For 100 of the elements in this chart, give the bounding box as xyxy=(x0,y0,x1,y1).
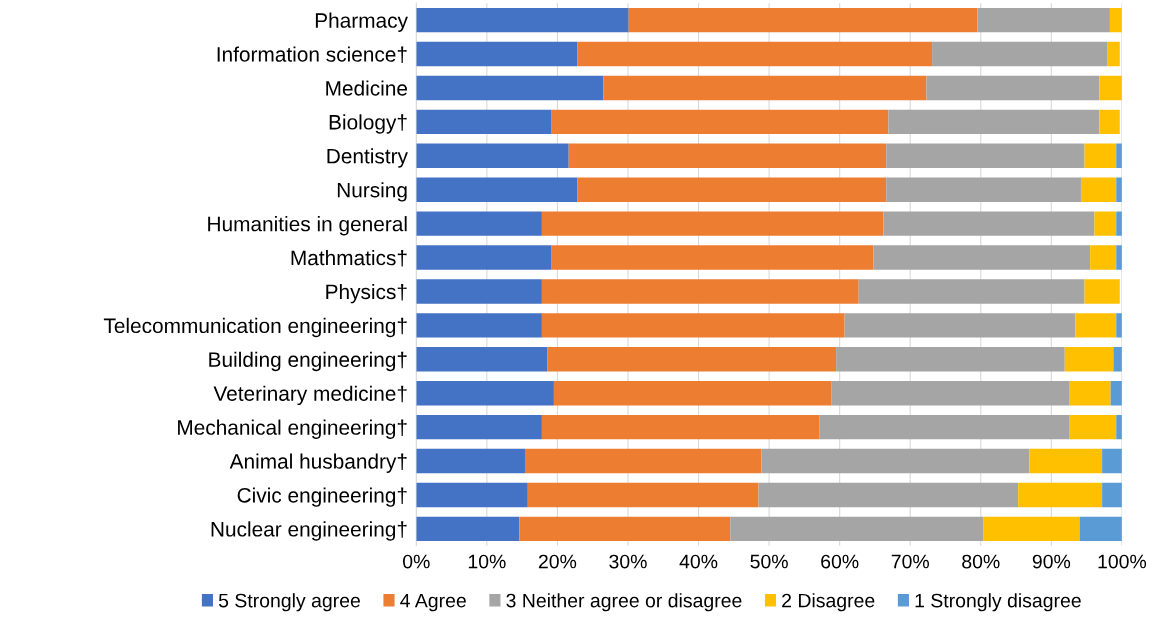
bar xyxy=(568,143,887,168)
bar xyxy=(983,516,1080,542)
bar xyxy=(416,245,552,270)
bar xyxy=(1018,482,1103,508)
bar xyxy=(883,211,1095,236)
bar xyxy=(761,448,1030,474)
bar xyxy=(844,313,1076,338)
bar xyxy=(416,347,548,372)
bar xyxy=(1102,448,1122,474)
bar xyxy=(873,245,1091,270)
bar xyxy=(1116,245,1122,270)
x-tick-label: 60% xyxy=(821,554,859,569)
bar xyxy=(888,109,1100,135)
bar xyxy=(551,109,889,135)
y-tick-label: Veterinary medicine† xyxy=(213,385,407,406)
bar xyxy=(541,313,845,338)
y-tick-label: Building engineering† xyxy=(209,351,407,372)
bar xyxy=(1029,448,1103,474)
bar xyxy=(524,448,762,474)
bar xyxy=(1116,177,1122,202)
bar xyxy=(577,177,887,202)
bar xyxy=(858,279,1085,304)
bar xyxy=(1090,245,1117,270)
x-tick-label: 50% xyxy=(750,554,788,569)
bar xyxy=(1079,516,1122,542)
bar xyxy=(926,75,1100,101)
bar xyxy=(886,143,1085,168)
bar xyxy=(1069,414,1117,440)
bar xyxy=(416,7,629,33)
x-tick-label: 10% xyxy=(468,554,506,569)
bar xyxy=(416,482,528,508)
bar xyxy=(836,347,1065,372)
bar xyxy=(1109,7,1122,33)
y-tick-label: Nursing xyxy=(337,182,407,202)
bar xyxy=(1107,41,1120,67)
bar xyxy=(416,109,552,135)
bar xyxy=(577,41,933,67)
bar xyxy=(527,482,759,508)
bar xyxy=(1099,75,1122,101)
legend-label: 1 Strongly disagree xyxy=(915,593,1081,612)
y-tick-label: Physics† xyxy=(326,283,407,304)
bar xyxy=(819,414,1070,440)
bar xyxy=(541,279,859,304)
bar xyxy=(758,482,1019,508)
bar xyxy=(1102,482,1122,508)
bar xyxy=(1084,143,1117,168)
bar xyxy=(1084,279,1120,304)
x-tick-label: 40% xyxy=(679,554,718,569)
bar xyxy=(416,414,542,440)
bar xyxy=(551,245,874,270)
bar xyxy=(416,516,520,542)
bar xyxy=(1099,109,1120,135)
bar xyxy=(416,177,578,202)
bar xyxy=(416,448,525,474)
bar xyxy=(1064,347,1114,372)
bar xyxy=(416,211,542,236)
x-tick-label: 90% xyxy=(1032,554,1071,569)
x-tick-label: 0% xyxy=(403,554,430,569)
bar xyxy=(416,41,578,67)
y-tick-label: Mechanical engineering† xyxy=(178,419,407,439)
bar xyxy=(519,516,731,542)
bar xyxy=(1116,211,1122,236)
bar xyxy=(416,75,604,101)
x-tick-label: 80% xyxy=(962,554,1000,569)
bar xyxy=(416,279,542,304)
bar xyxy=(977,7,1110,33)
bar xyxy=(628,7,978,33)
y-tick-label: Pharmacy xyxy=(315,12,408,32)
x-tick-label: 100% xyxy=(1098,554,1147,569)
y-tick-label: Animal husbandry† xyxy=(229,453,407,473)
bar xyxy=(1116,313,1122,338)
bar xyxy=(416,143,569,168)
y-tick-label: Humanities in general xyxy=(208,216,407,236)
bar xyxy=(541,414,820,440)
y-tick-label: Dentistry xyxy=(327,148,408,168)
y-tick-label: Medicine xyxy=(326,80,408,96)
legend-label: 4 Agree xyxy=(400,593,466,612)
legend-label: 5 Strongly agree xyxy=(218,593,360,612)
bar xyxy=(831,380,1070,406)
legend-label: 2 Disagree xyxy=(782,593,875,612)
bar xyxy=(1075,313,1117,338)
legend-label: 3 Neither agree or disagree xyxy=(506,593,742,612)
x-tick-label: 30% xyxy=(609,554,647,569)
y-tick-label: Information science† xyxy=(217,46,407,63)
y-tick-label: Civic engineering† xyxy=(237,487,407,507)
bar xyxy=(541,211,884,236)
bar xyxy=(1094,211,1117,236)
x-tick-label: 70% xyxy=(891,554,929,569)
bar xyxy=(416,380,554,406)
bar xyxy=(547,347,837,372)
y-tick-label: Mathmatics† xyxy=(291,249,407,267)
bar xyxy=(603,75,927,101)
bar xyxy=(730,516,984,542)
y-tick-label: Telecommunication engineering† xyxy=(103,317,407,338)
y-tick-label: Biology† xyxy=(329,114,407,134)
bar xyxy=(886,177,1081,202)
x-tick-label: 20% xyxy=(538,554,577,569)
bar xyxy=(553,380,832,406)
bar xyxy=(1113,347,1122,372)
y-tick-label: Nuclear engineering† xyxy=(211,521,407,541)
